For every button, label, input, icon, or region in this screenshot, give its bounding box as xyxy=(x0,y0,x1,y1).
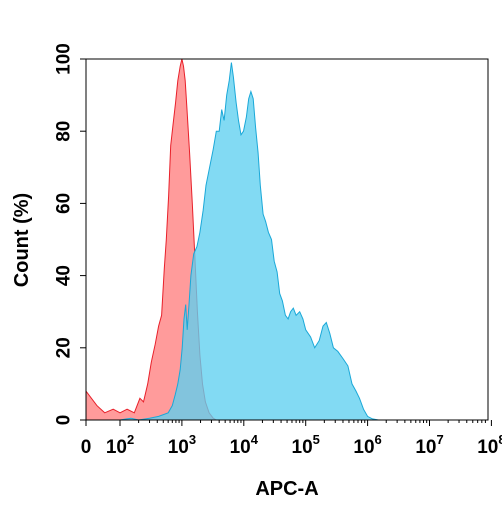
plot-series xyxy=(85,58,379,421)
y-tick-label: 100 xyxy=(54,43,75,75)
x-tick-label: 104 xyxy=(230,432,259,458)
y-tick-label: 80 xyxy=(54,121,75,142)
x-tick-label: 106 xyxy=(353,432,381,458)
x-axis: 0 102 103 104 105 106 107 108 xyxy=(81,420,502,458)
y-tick-label: 20 xyxy=(54,337,75,358)
y-axis: 0 20 40 60 80 100 xyxy=(54,43,86,426)
y-tick-label: 0 xyxy=(54,415,75,426)
x-tick-label: 103 xyxy=(168,432,196,458)
x-tick-label: 107 xyxy=(415,432,443,458)
y-tick-label: 40 xyxy=(54,265,75,286)
x-tick-label: 0 xyxy=(81,437,92,458)
y-tick-label: 60 xyxy=(54,193,75,214)
x-tick-label: 108 xyxy=(477,432,502,458)
x-tick-label: 102 xyxy=(106,432,134,458)
x-tick-label: 105 xyxy=(292,432,320,458)
x-axis-title: APC-A xyxy=(255,478,318,500)
series-2-area xyxy=(119,62,379,421)
y-axis-title: Count (%) xyxy=(11,193,33,287)
